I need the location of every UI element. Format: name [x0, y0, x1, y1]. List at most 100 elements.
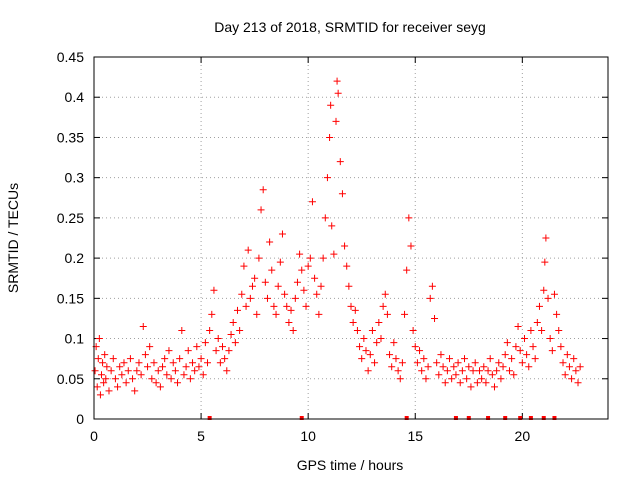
data-point	[424, 363, 432, 371]
data-point	[287, 306, 295, 314]
data-point	[473, 379, 481, 387]
data-point	[446, 355, 454, 363]
data-point	[334, 89, 342, 97]
data-point	[433, 359, 441, 367]
zero-marker	[466, 416, 471, 420]
data-point	[103, 363, 111, 371]
data-point	[428, 282, 436, 290]
data-point	[120, 359, 128, 367]
data-point	[336, 158, 344, 166]
data-point	[523, 351, 531, 359]
data-point	[529, 343, 537, 351]
data-point	[373, 339, 381, 347]
zero-marker	[518, 416, 523, 420]
data-point	[238, 290, 246, 298]
data-point	[510, 371, 518, 379]
x-tick-label: 5	[197, 428, 205, 444]
data-point	[366, 351, 374, 359]
data-point	[568, 375, 576, 383]
data-point	[161, 355, 169, 363]
data-point	[210, 286, 218, 294]
data-point	[518, 359, 526, 367]
data-point	[499, 363, 507, 371]
data-point	[135, 359, 143, 367]
data-point	[546, 335, 554, 343]
data-point	[503, 339, 511, 347]
data-point	[105, 387, 113, 395]
data-point	[93, 383, 101, 391]
data-point	[531, 355, 539, 363]
data-point	[261, 278, 269, 286]
data-point	[541, 258, 549, 266]
data-point	[231, 339, 239, 347]
data-point	[229, 318, 237, 326]
x-axis-label: GPS time / hours	[297, 457, 404, 473]
data-point	[572, 367, 580, 375]
data-point	[501, 351, 509, 359]
data-point	[244, 246, 252, 254]
data-point	[394, 367, 402, 375]
data-point	[242, 302, 250, 310]
data-point	[180, 371, 188, 379]
data-point	[435, 371, 443, 379]
data-point	[96, 391, 104, 399]
data-point	[291, 294, 299, 302]
x-tick-label: 20	[515, 428, 531, 444]
data-point	[426, 294, 434, 302]
data-point	[223, 367, 231, 375]
data-point	[422, 375, 430, 383]
data-point	[347, 302, 355, 310]
data-point	[559, 359, 567, 367]
data-point	[396, 375, 404, 383]
data-point	[122, 379, 130, 387]
data-point	[448, 375, 456, 383]
data-point	[392, 355, 400, 363]
data-point	[360, 335, 368, 343]
data-point	[495, 359, 503, 367]
y-tick-label: 0.35	[57, 129, 84, 145]
data-point	[186, 375, 194, 383]
data-point	[317, 282, 325, 290]
zero-marker	[528, 416, 533, 420]
data-point	[463, 375, 471, 383]
data-point	[553, 310, 561, 318]
data-point	[102, 375, 110, 383]
data-point	[167, 375, 175, 383]
zero-marker	[404, 416, 409, 420]
data-point	[268, 266, 276, 274]
data-point	[514, 322, 522, 330]
data-point	[246, 294, 254, 302]
y-axis-label: SRMTID / TECUs	[5, 183, 21, 293]
data-point	[471, 359, 479, 367]
data-point	[461, 355, 469, 363]
data-point	[381, 290, 389, 298]
data-point	[437, 351, 445, 359]
data-point	[165, 347, 173, 355]
y-tick-label: 0.3	[65, 170, 85, 186]
data-point	[476, 367, 483, 375]
data-point	[219, 343, 226, 351]
data-point	[221, 355, 229, 363]
data-point	[101, 351, 109, 359]
data-point	[454, 359, 462, 367]
y-tick-label: 0.1	[65, 331, 85, 347]
data-point	[289, 327, 297, 335]
data-point	[278, 230, 286, 238]
data-point	[308, 198, 316, 206]
data-point	[557, 343, 565, 351]
data-point	[144, 363, 152, 371]
y-tick-label: 0	[76, 411, 84, 427]
data-point	[505, 367, 513, 375]
data-point	[411, 343, 419, 351]
data-point	[330, 250, 338, 258]
data-point	[413, 359, 421, 367]
data-point	[356, 343, 364, 351]
data-point	[576, 363, 584, 371]
data-point	[418, 367, 426, 375]
data-point	[114, 383, 122, 391]
zero-marker	[486, 416, 491, 420]
zero-marker	[503, 416, 508, 420]
data-point	[208, 310, 216, 318]
data-point	[535, 302, 543, 310]
